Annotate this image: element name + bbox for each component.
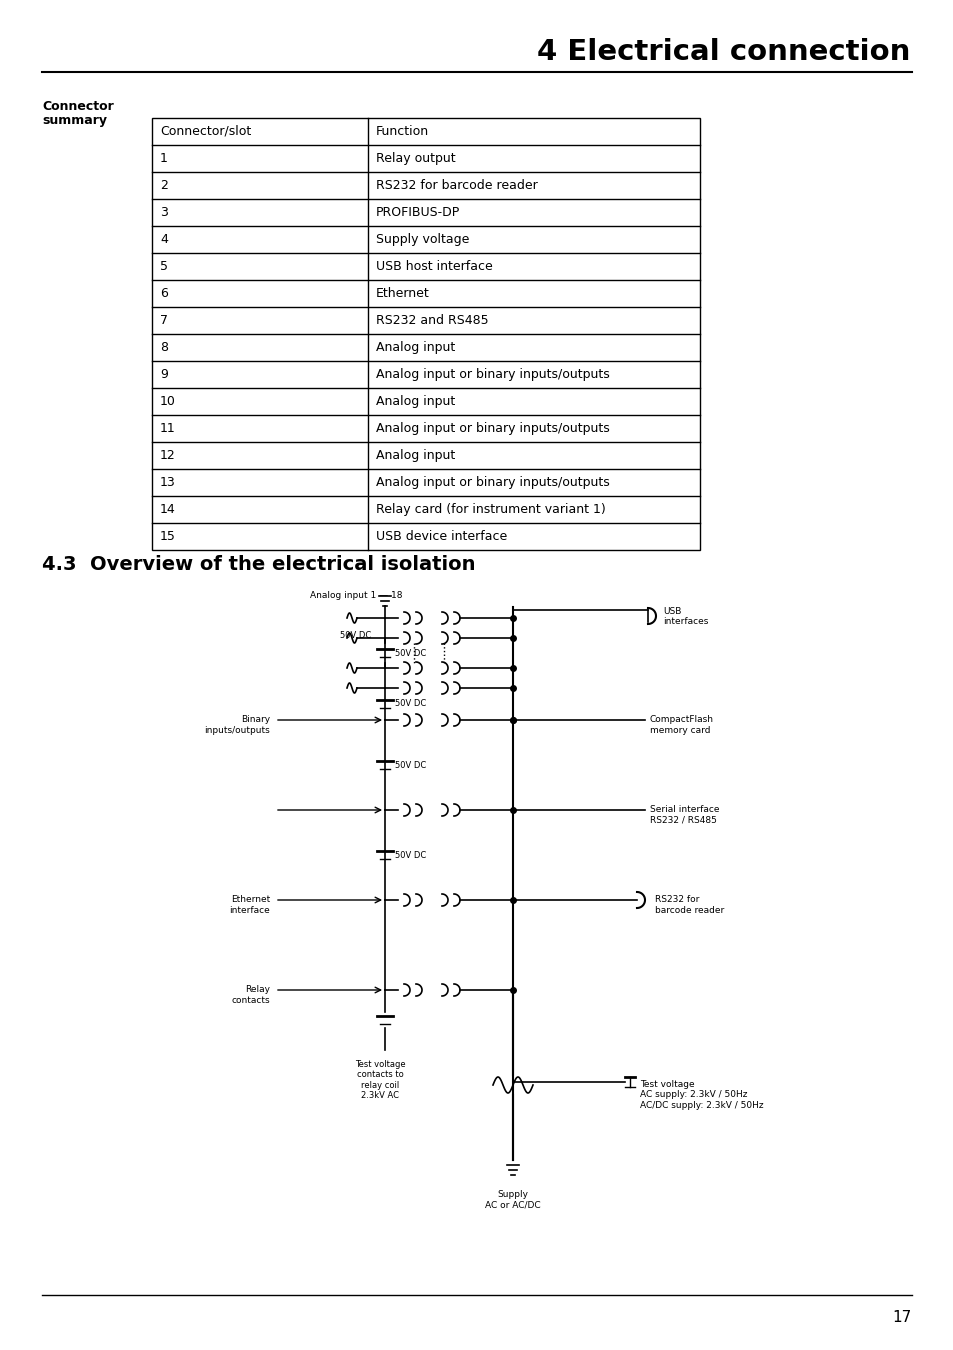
Text: 5: 5 <box>160 261 168 273</box>
Text: 50V DC: 50V DC <box>395 850 426 860</box>
Text: 13: 13 <box>160 477 175 489</box>
Text: Analog input or binary inputs/outputs: Analog input or binary inputs/outputs <box>375 369 609 381</box>
Text: 11: 11 <box>160 423 175 435</box>
Text: Serial interface
RS232 / RS485: Serial interface RS232 / RS485 <box>649 806 719 825</box>
Text: PROFIBUS-DP: PROFIBUS-DP <box>375 207 459 219</box>
Text: 1: 1 <box>160 153 168 165</box>
Text: Analog input: Analog input <box>375 342 455 354</box>
Text: Test voltage
contacts to
relay coil
2.3kV AC: Test voltage contacts to relay coil 2.3k… <box>355 1060 405 1100</box>
Text: 50V DC: 50V DC <box>395 699 426 709</box>
Text: 9: 9 <box>160 369 168 381</box>
Text: Function: Function <box>375 126 429 138</box>
Text: RS232 and RS485: RS232 and RS485 <box>375 315 488 327</box>
Text: CompactFlash
memory card: CompactFlash memory card <box>649 716 713 734</box>
Text: 7: 7 <box>160 315 168 327</box>
Text: 12: 12 <box>160 450 175 462</box>
Text: 8: 8 <box>160 342 168 354</box>
Text: Analog input 1 — 18: Analog input 1 — 18 <box>310 591 402 599</box>
Text: 50V DC: 50V DC <box>395 760 426 770</box>
Text: USB device interface: USB device interface <box>375 531 507 543</box>
Text: 50V DC: 50V DC <box>339 630 371 640</box>
Text: 14: 14 <box>160 504 175 516</box>
Text: 15: 15 <box>160 531 175 543</box>
Text: Analog input: Analog input <box>375 396 455 408</box>
Text: 17: 17 <box>892 1311 911 1326</box>
Text: Relay card (for instrument variant 1): Relay card (for instrument variant 1) <box>375 504 605 516</box>
Text: RS232 for
barcode reader: RS232 for barcode reader <box>655 895 723 915</box>
Text: Relay output: Relay output <box>375 153 456 165</box>
Text: Analog input or binary inputs/outputs: Analog input or binary inputs/outputs <box>375 423 609 435</box>
Bar <box>152 117 700 549</box>
Text: 4: 4 <box>160 234 168 246</box>
Text: 4.3  Overview of the electrical isolation: 4.3 Overview of the electrical isolation <box>42 555 475 574</box>
Text: 50V DC: 50V DC <box>395 648 426 657</box>
Text: Binary
inputs/outputs: Binary inputs/outputs <box>204 716 270 734</box>
Text: Supply voltage: Supply voltage <box>375 234 469 246</box>
Text: Ethernet
interface: Ethernet interface <box>229 895 270 915</box>
Text: Analog input: Analog input <box>375 450 455 462</box>
Text: Supply
AC or AC/DC: Supply AC or AC/DC <box>485 1189 540 1210</box>
Text: Connector: Connector <box>42 100 113 113</box>
Text: Ethernet: Ethernet <box>375 288 429 300</box>
Text: summary: summary <box>42 113 107 127</box>
Text: Connector/slot: Connector/slot <box>160 126 251 138</box>
Text: Analog input or binary inputs/outputs: Analog input or binary inputs/outputs <box>375 477 609 489</box>
Text: USB
interfaces: USB interfaces <box>662 608 708 626</box>
Text: 6: 6 <box>160 288 168 300</box>
Text: 3: 3 <box>160 207 168 219</box>
Text: RS232 for barcode reader: RS232 for barcode reader <box>375 180 537 192</box>
Text: 4 Electrical connection: 4 Electrical connection <box>536 38 909 66</box>
Text: 10: 10 <box>160 396 175 408</box>
Text: 2: 2 <box>160 180 168 192</box>
Text: Test voltage
AC supply: 2.3kV / 50Hz
AC/DC supply: 2.3kV / 50Hz: Test voltage AC supply: 2.3kV / 50Hz AC/… <box>639 1080 762 1110</box>
Text: USB host interface: USB host interface <box>375 261 493 273</box>
Text: Relay
contacts: Relay contacts <box>232 986 270 1004</box>
